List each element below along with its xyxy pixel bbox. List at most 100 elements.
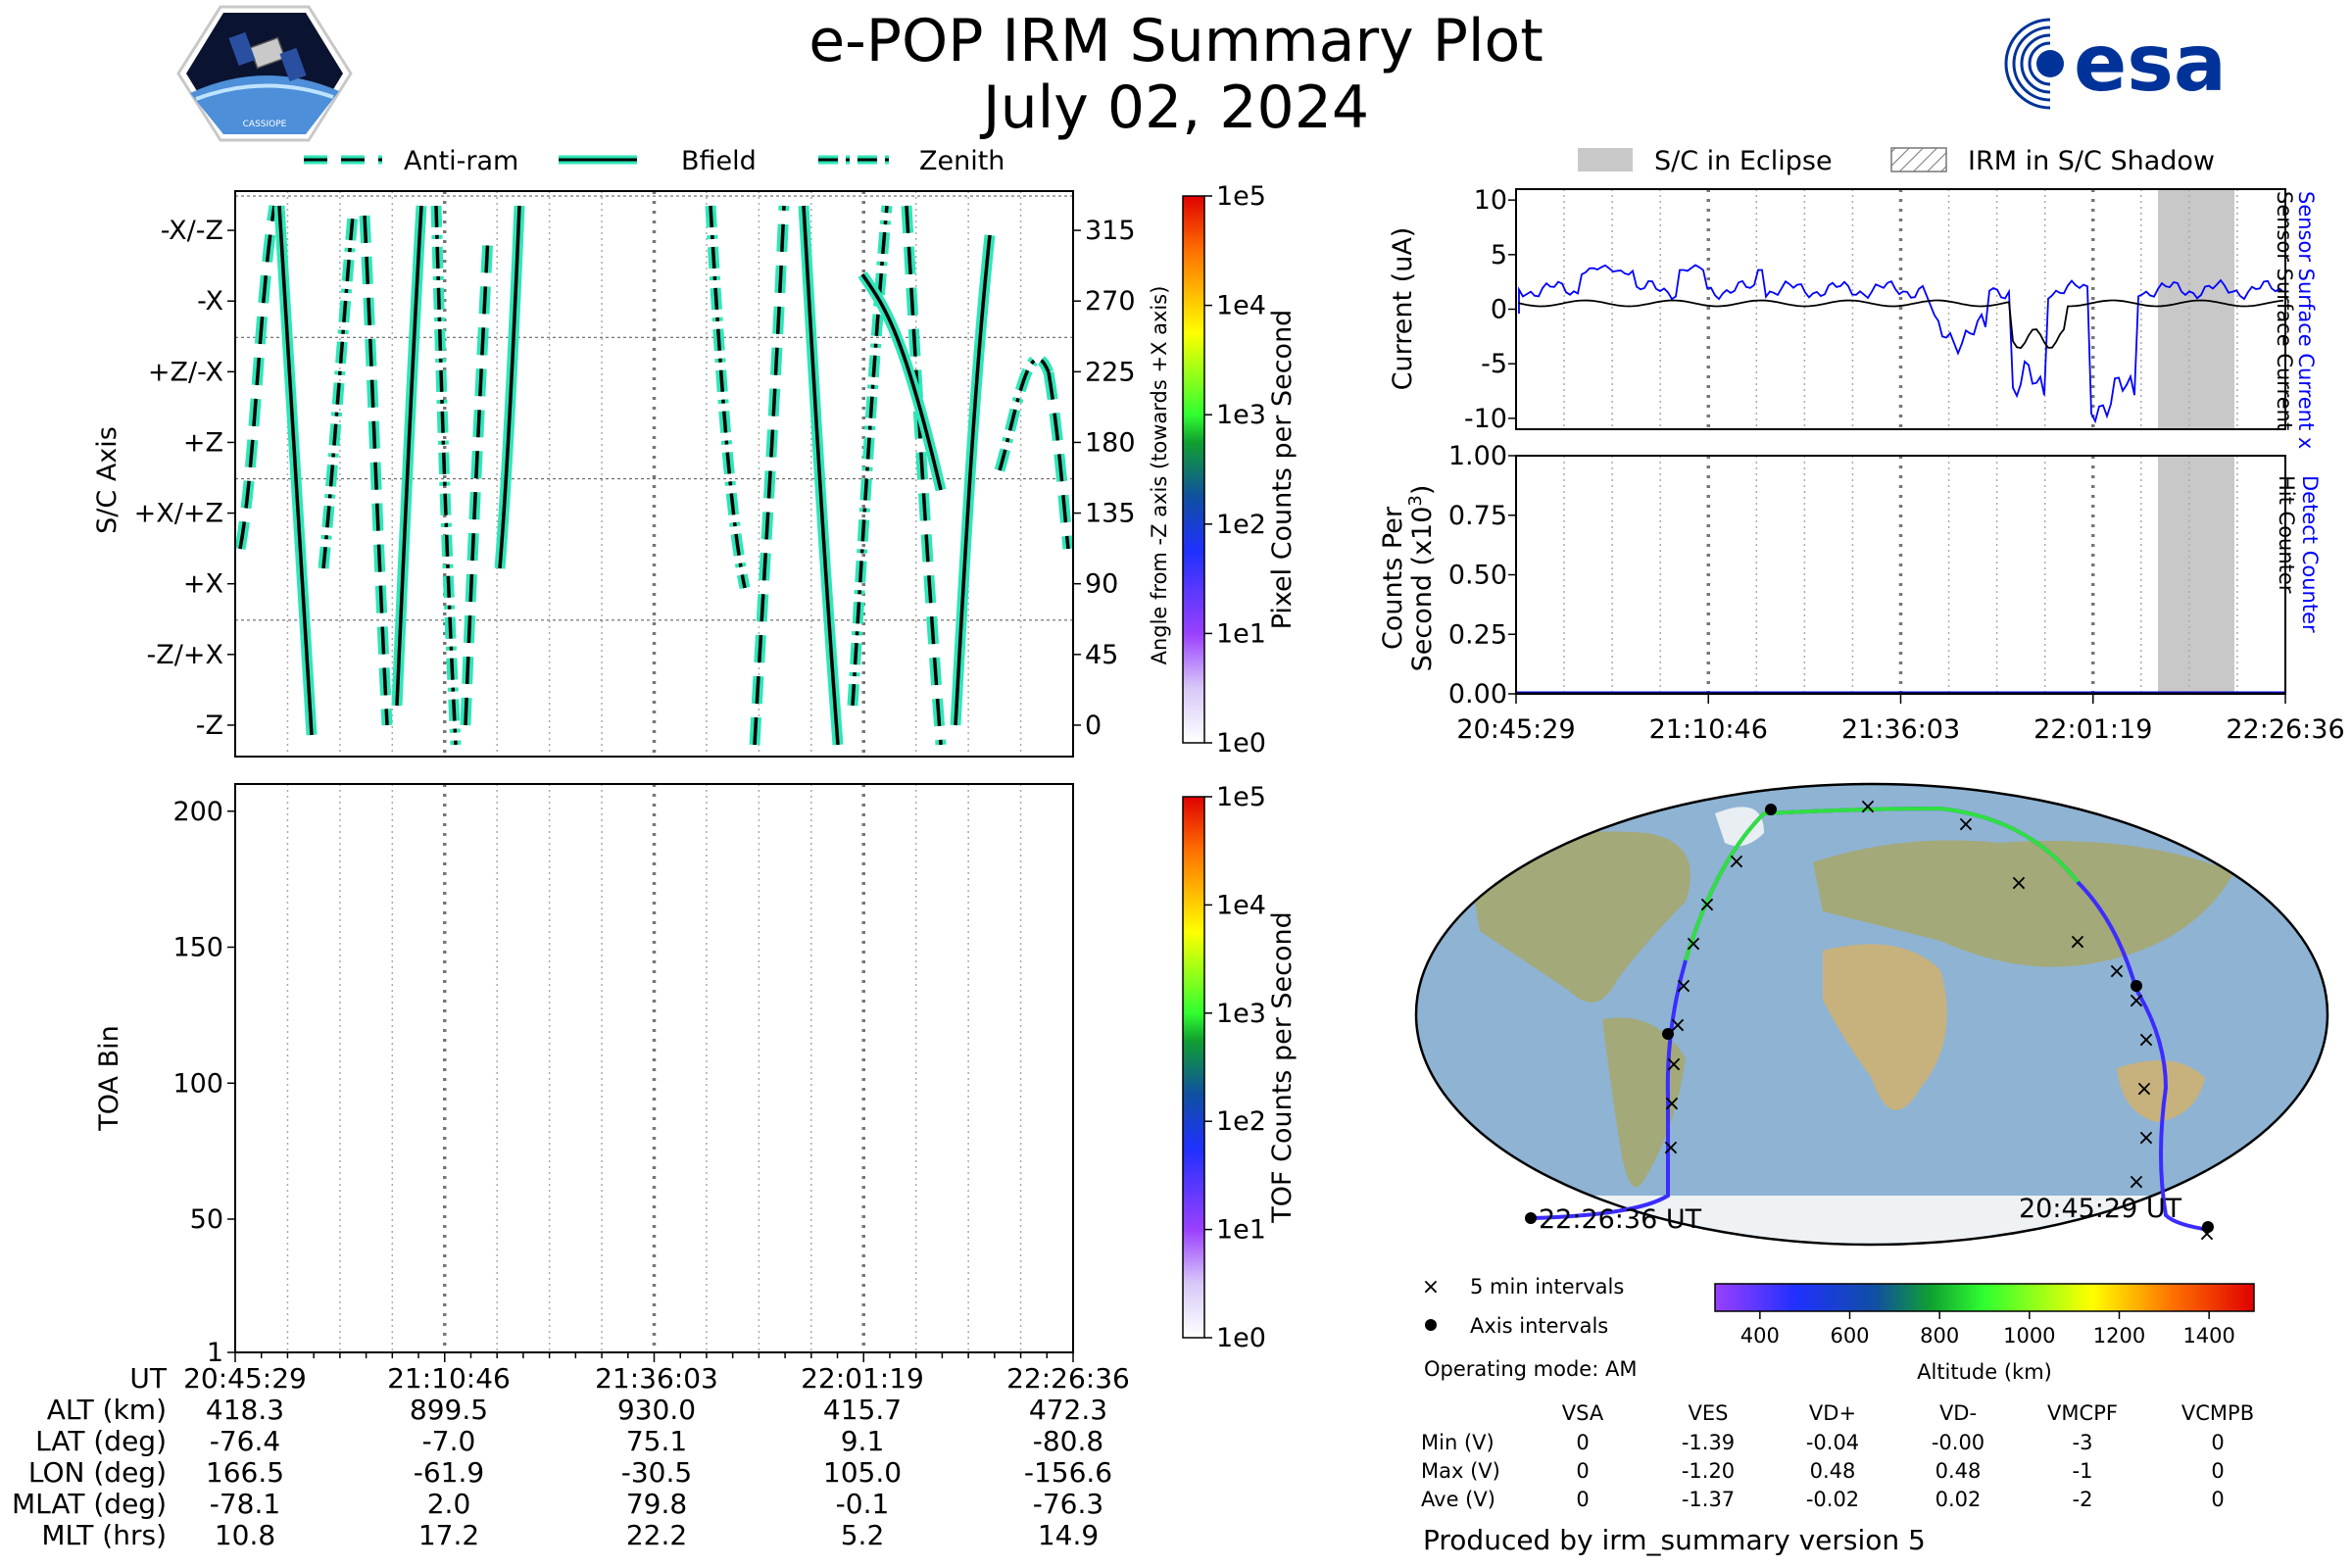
sc-axis-tick: -X: [197, 286, 223, 317]
pixel-cb-label: 1e0: [1216, 728, 1266, 759]
five-min-marker: ×: [1698, 893, 1716, 917]
five-min-marker: ×: [1957, 812, 1975, 837]
voltage-cell: -0.00: [1931, 1431, 1985, 1454]
ut-cell: -78.1: [209, 1488, 281, 1520]
map-legend-panel: × 5 min intervals Axis intervals 400 600 8…: [1422, 1275, 2255, 1384]
produced-by: Produced by irm_summary version 5: [1423, 1524, 1926, 1556]
five-min-marker: ×: [2137, 1126, 2155, 1151]
voltage-row-label: Ave (V): [1421, 1488, 1495, 1511]
ut-cell: 472.3: [1028, 1394, 1108, 1426]
attitude-track: [321, 215, 355, 569]
ut-cell: 22:01:19: [801, 1362, 924, 1395]
angle-tick: 90: [1085, 569, 1118, 600]
ut-cell: 10.8: [214, 1519, 276, 1551]
voltage-cell: -1.37: [1681, 1488, 1736, 1511]
ut-cell: -30.5: [620, 1456, 693, 1489]
ut-row-label: LAT (deg): [35, 1425, 167, 1457]
tof-cb-label: 1e4: [1216, 890, 1266, 920]
voltage-cell: 0: [1576, 1431, 1590, 1454]
tof-cb-label: 1e2: [1216, 1106, 1266, 1137]
toa-tick: 50: [190, 1204, 223, 1235]
toa-tick: 1: [207, 1338, 223, 1368]
tof-cb-label: 1e0: [1216, 1323, 1266, 1353]
axis-interval-marker: [2202, 1221, 2214, 1233]
attitude-track: [464, 234, 490, 726]
current-tick: -5: [1481, 349, 1507, 379]
attitude-track: [954, 234, 992, 726]
counts-tick: 1.00: [1448, 441, 1507, 471]
sc-axis-frame: [234, 190, 1074, 758]
pixel-cb-label: 1e5: [1216, 181, 1266, 212]
angle-tick: 225: [1085, 357, 1136, 387]
ut-cell: 5.2: [840, 1519, 885, 1551]
ut-cell: 899.5: [409, 1394, 489, 1426]
ut-cell: 415.7: [822, 1394, 903, 1426]
voltage-cell: -1.39: [1681, 1431, 1736, 1454]
toa-frame: [234, 783, 1074, 1353]
legend-zenith: Zenith: [919, 146, 1004, 176]
toa-ylabel: TOA Bin: [94, 1025, 124, 1131]
australia: [2117, 1060, 2205, 1122]
ut-cell: 17.2: [417, 1519, 480, 1551]
voltage-header: VCMPB: [2180, 1401, 2255, 1425]
sc-axis-tick: -X/-Z: [161, 216, 223, 246]
legend-eclipse: S/C in Eclipse: [1654, 146, 1833, 176]
attitude-track: [753, 205, 786, 746]
counts-panel: 1.00 0.75 0.50 0.25 0.00 Counts Per Second (x1…: [1378, 441, 2345, 745]
voltage-row-label: Min (V): [1421, 1431, 1494, 1454]
north-america: [1470, 831, 1690, 1003]
sc-axis-tick: +X/+Z: [134, 499, 223, 529]
ut-cell: 20:45:29: [183, 1362, 307, 1395]
orbit-track-high: [1684, 806, 2080, 961]
ut-cell: 105.0: [822, 1456, 903, 1489]
five-min-marker: ×: [1663, 1092, 1681, 1116]
ut-cell: 79.8: [625, 1488, 688, 1520]
voltage-cell: 0: [1576, 1488, 1590, 1511]
counts-ylabel-1: Counts Per: [1378, 506, 1408, 650]
ut-cell: -7.0: [421, 1425, 476, 1457]
five-min-marker: ×: [1859, 795, 1877, 819]
ut-cell: 418.3: [205, 1394, 285, 1426]
voltage-cell: -2: [2072, 1488, 2093, 1511]
angle-ylabel: Angle from -Z axis (towards +X axis): [1148, 286, 1171, 665]
axis-interval-marker: [1662, 1028, 1674, 1040]
page-date: July 02, 2024: [982, 74, 1370, 142]
ut-cell: -61.9: [413, 1456, 485, 1489]
toa-tick: 150: [172, 933, 223, 963]
alt-tick-label: 1000: [2003, 1324, 2055, 1348]
ut-cell: 166.5: [205, 1456, 285, 1489]
alt-tick-label: 400: [1740, 1324, 1780, 1348]
pixel-cb-label: 1e3: [1216, 400, 1266, 430]
counts-tick: 0.00: [1448, 679, 1507, 710]
track-glow: [858, 270, 947, 492]
tof-cb-label: 1e5: [1216, 782, 1266, 812]
voltage-cell: 0: [2211, 1431, 2225, 1454]
greenland: [1715, 807, 1764, 847]
axis-interval-marker: [1765, 804, 1777, 815]
five-min-marker: ×: [2069, 930, 2086, 955]
counts-ylabel-2: Second (x103): [1405, 485, 1438, 672]
eclipse-band: [2158, 189, 2234, 429]
current-x5-line: [1518, 264, 2284, 424]
page-title: e-POP IRM Summary Plot: [808, 7, 1544, 75]
ut-cell: -156.6: [1023, 1456, 1113, 1489]
ut-cell: -0.1: [835, 1488, 890, 1520]
voltage-row-label: Max (V): [1421, 1459, 1500, 1483]
current-tick: 10: [1474, 185, 1507, 216]
ut-cell: -76.4: [209, 1425, 281, 1457]
voltage-cell: 0.48: [1935, 1459, 1982, 1483]
esa-logo: esa: [2004, 18, 2227, 110]
angle-tick: 270: [1085, 286, 1136, 317]
south-america: [1602, 1017, 1686, 1188]
five-min-marker: ×: [1665, 1053, 1683, 1077]
pixel-cb-label: 1e4: [1216, 291, 1266, 321]
attitude-track: [363, 215, 389, 726]
tof-colorbar: [1182, 796, 1205, 1339]
sc-axis-tick: -Z: [196, 710, 223, 741]
sc-axis-panel: -X/-Z 315 -X 270 +Z/-X 225 +Z 180 +X/+Z 135 +X 90 -Z…: [92, 181, 1298, 759]
counts-tick: 0.25: [1448, 619, 1507, 650]
legend-antiram: Anti-ram: [404, 146, 518, 176]
legend-eclipse-swatch: [1578, 148, 1633, 172]
ut-cell: 22:26:36: [1006, 1362, 1130, 1395]
counts-x-tick: 21:10:46: [1649, 714, 1768, 745]
